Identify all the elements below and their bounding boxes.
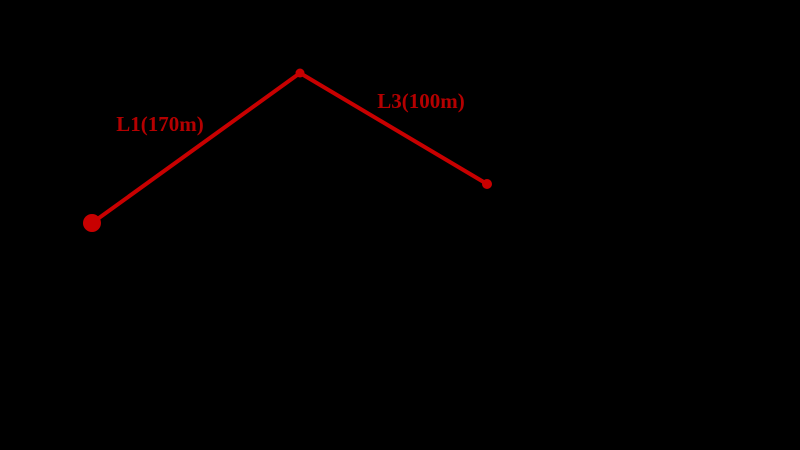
start-node-marker bbox=[83, 214, 101, 232]
segment-label-l1: L1(170m) bbox=[116, 112, 204, 136]
segment-line-l3 bbox=[298, 71, 489, 186]
segment-line-l1 bbox=[90, 71, 302, 225]
segment-label-l3: L3(100m) bbox=[377, 89, 465, 113]
end-node-marker bbox=[482, 179, 492, 189]
peak-node-marker bbox=[295, 68, 305, 78]
